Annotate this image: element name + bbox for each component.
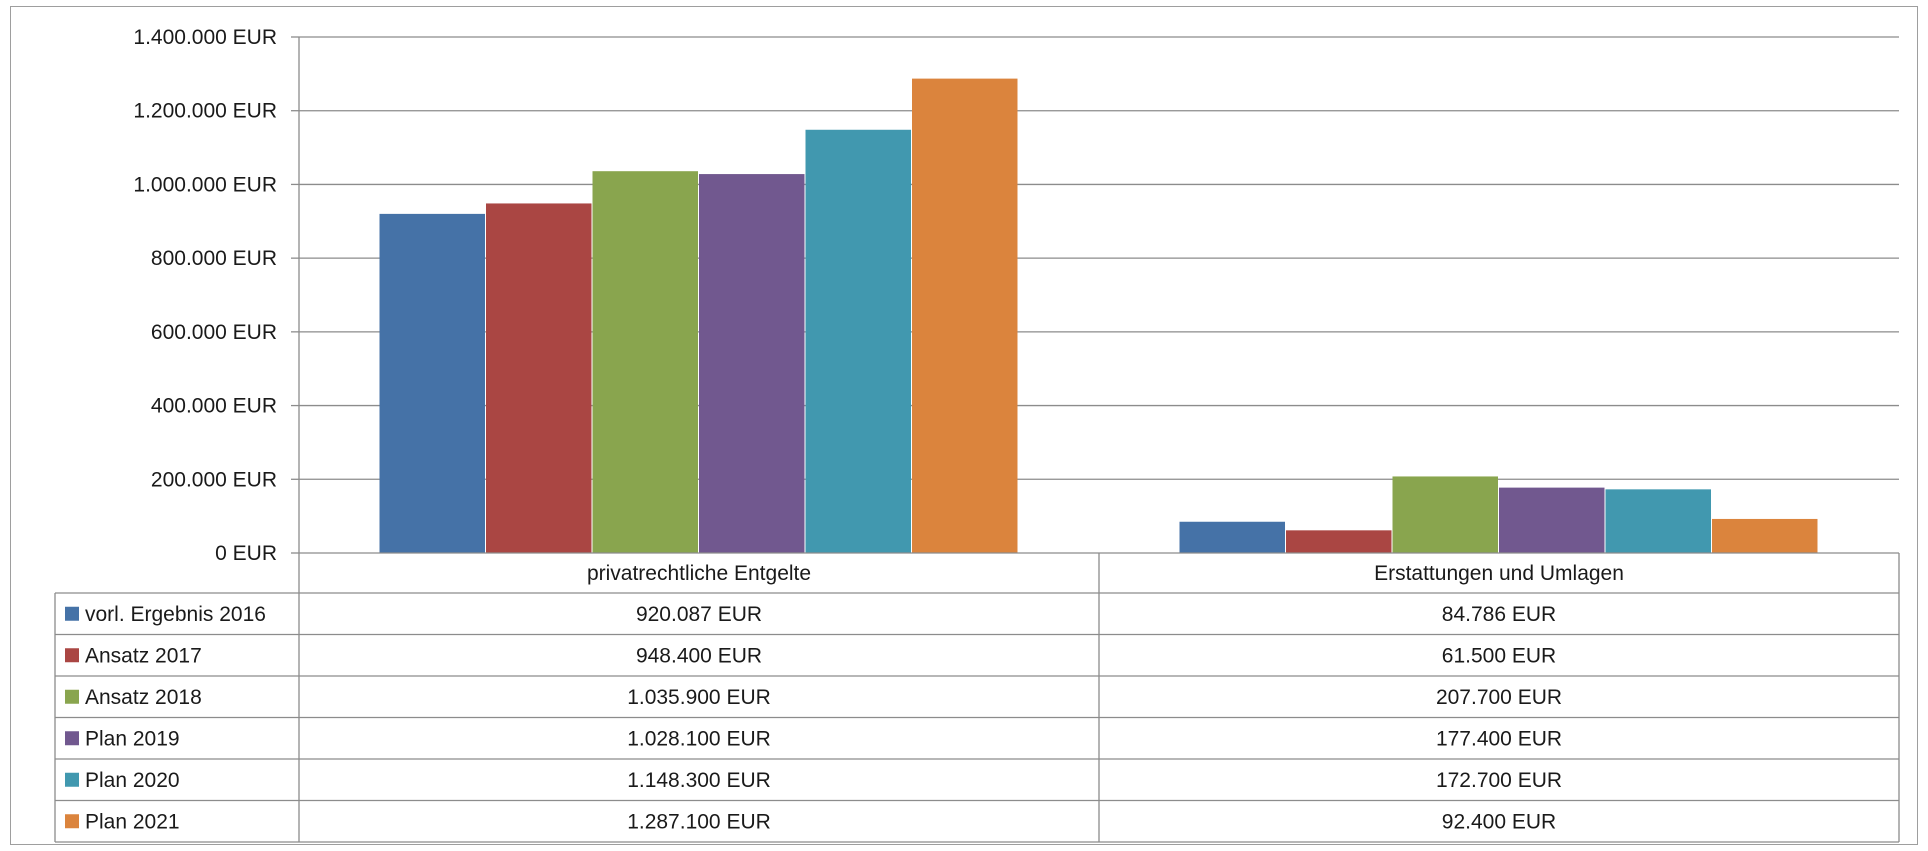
- y-axis-tick-labels: 0 EUR 200.000 EUR 400.000 EUR 600.000 EUR 80…: [133, 26, 277, 565]
- bar: [1179, 521, 1285, 553]
- chart-frame: 0 EUR 200.000 EUR 400.000 EUR 600.000 EUR 80…: [10, 6, 1918, 845]
- bar: [379, 213, 485, 554]
- bar: [699, 174, 805, 553]
- category-label: Erstattungen und Umlagen: [1374, 562, 1624, 585]
- data-label: 948.400 EUR: [636, 644, 762, 667]
- category-label: privatrechtliche Entgelte: [587, 562, 811, 585]
- legend-key: [65, 772, 79, 787]
- legend-key: [65, 606, 79, 621]
- data-label: 920.087 EUR: [636, 603, 762, 626]
- series-name: Plan 2019: [85, 727, 180, 750]
- bar: [1392, 476, 1498, 553]
- data-label: 61.500 EUR: [1442, 644, 1556, 667]
- data-label: 92.400 EUR: [1442, 810, 1556, 833]
- legend-key: [65, 689, 79, 704]
- bar: [486, 203, 592, 554]
- data-label: 1.028.100 EUR: [627, 727, 771, 750]
- y-tick-label: 1.200.000 EUR: [133, 100, 277, 123]
- y-tick-label: 1.000.000 EUR: [133, 173, 277, 196]
- data-label: 84.786 EUR: [1442, 603, 1556, 626]
- data-label: 177.400 EUR: [1436, 727, 1562, 750]
- data-label: 1.035.900 EUR: [627, 686, 771, 709]
- data-label: 1.148.300 EUR: [627, 769, 771, 792]
- grouped-bar-chart: 0 EUR 200.000 EUR 400.000 EUR 600.000 EUR 80…: [54, 26, 1900, 843]
- data-table: privatrechtliche Entgelte Erstattungen un…: [54, 552, 1900, 843]
- bar: [592, 171, 698, 554]
- legend-key: [65, 731, 79, 746]
- y-tick-label: 600.000 EUR: [151, 321, 277, 344]
- bar: [1286, 530, 1392, 553]
- data-label: 172.700 EUR: [1436, 769, 1562, 792]
- series-name: Ansatz 2018: [85, 686, 202, 709]
- bar: [912, 78, 1018, 553]
- bar: [805, 129, 911, 553]
- y-tick-label: 0 EUR: [215, 542, 277, 565]
- axes: [291, 36, 300, 554]
- bar: [1605, 489, 1711, 553]
- bars: [379, 78, 1818, 554]
- legend-key: [65, 814, 79, 829]
- y-tick-label: 1.400.000 EUR: [133, 26, 277, 49]
- data-label: 207.700 EUR: [1436, 686, 1562, 709]
- series-name: Ansatz 2017: [85, 644, 202, 667]
- series-name: Plan 2021: [85, 810, 180, 833]
- y-tick-label: 800.000 EUR: [151, 247, 277, 270]
- series-name: Plan 2020: [85, 769, 180, 792]
- data-label: 1.287.100 EUR: [627, 810, 771, 833]
- legend-key: [65, 648, 79, 663]
- series-name: vorl. Ergebnis 2016: [85, 603, 266, 626]
- bar: [1499, 487, 1605, 553]
- y-tick-label: 200.000 EUR: [151, 468, 277, 491]
- bar: [1712, 518, 1818, 553]
- y-tick-label: 400.000 EUR: [151, 395, 277, 418]
